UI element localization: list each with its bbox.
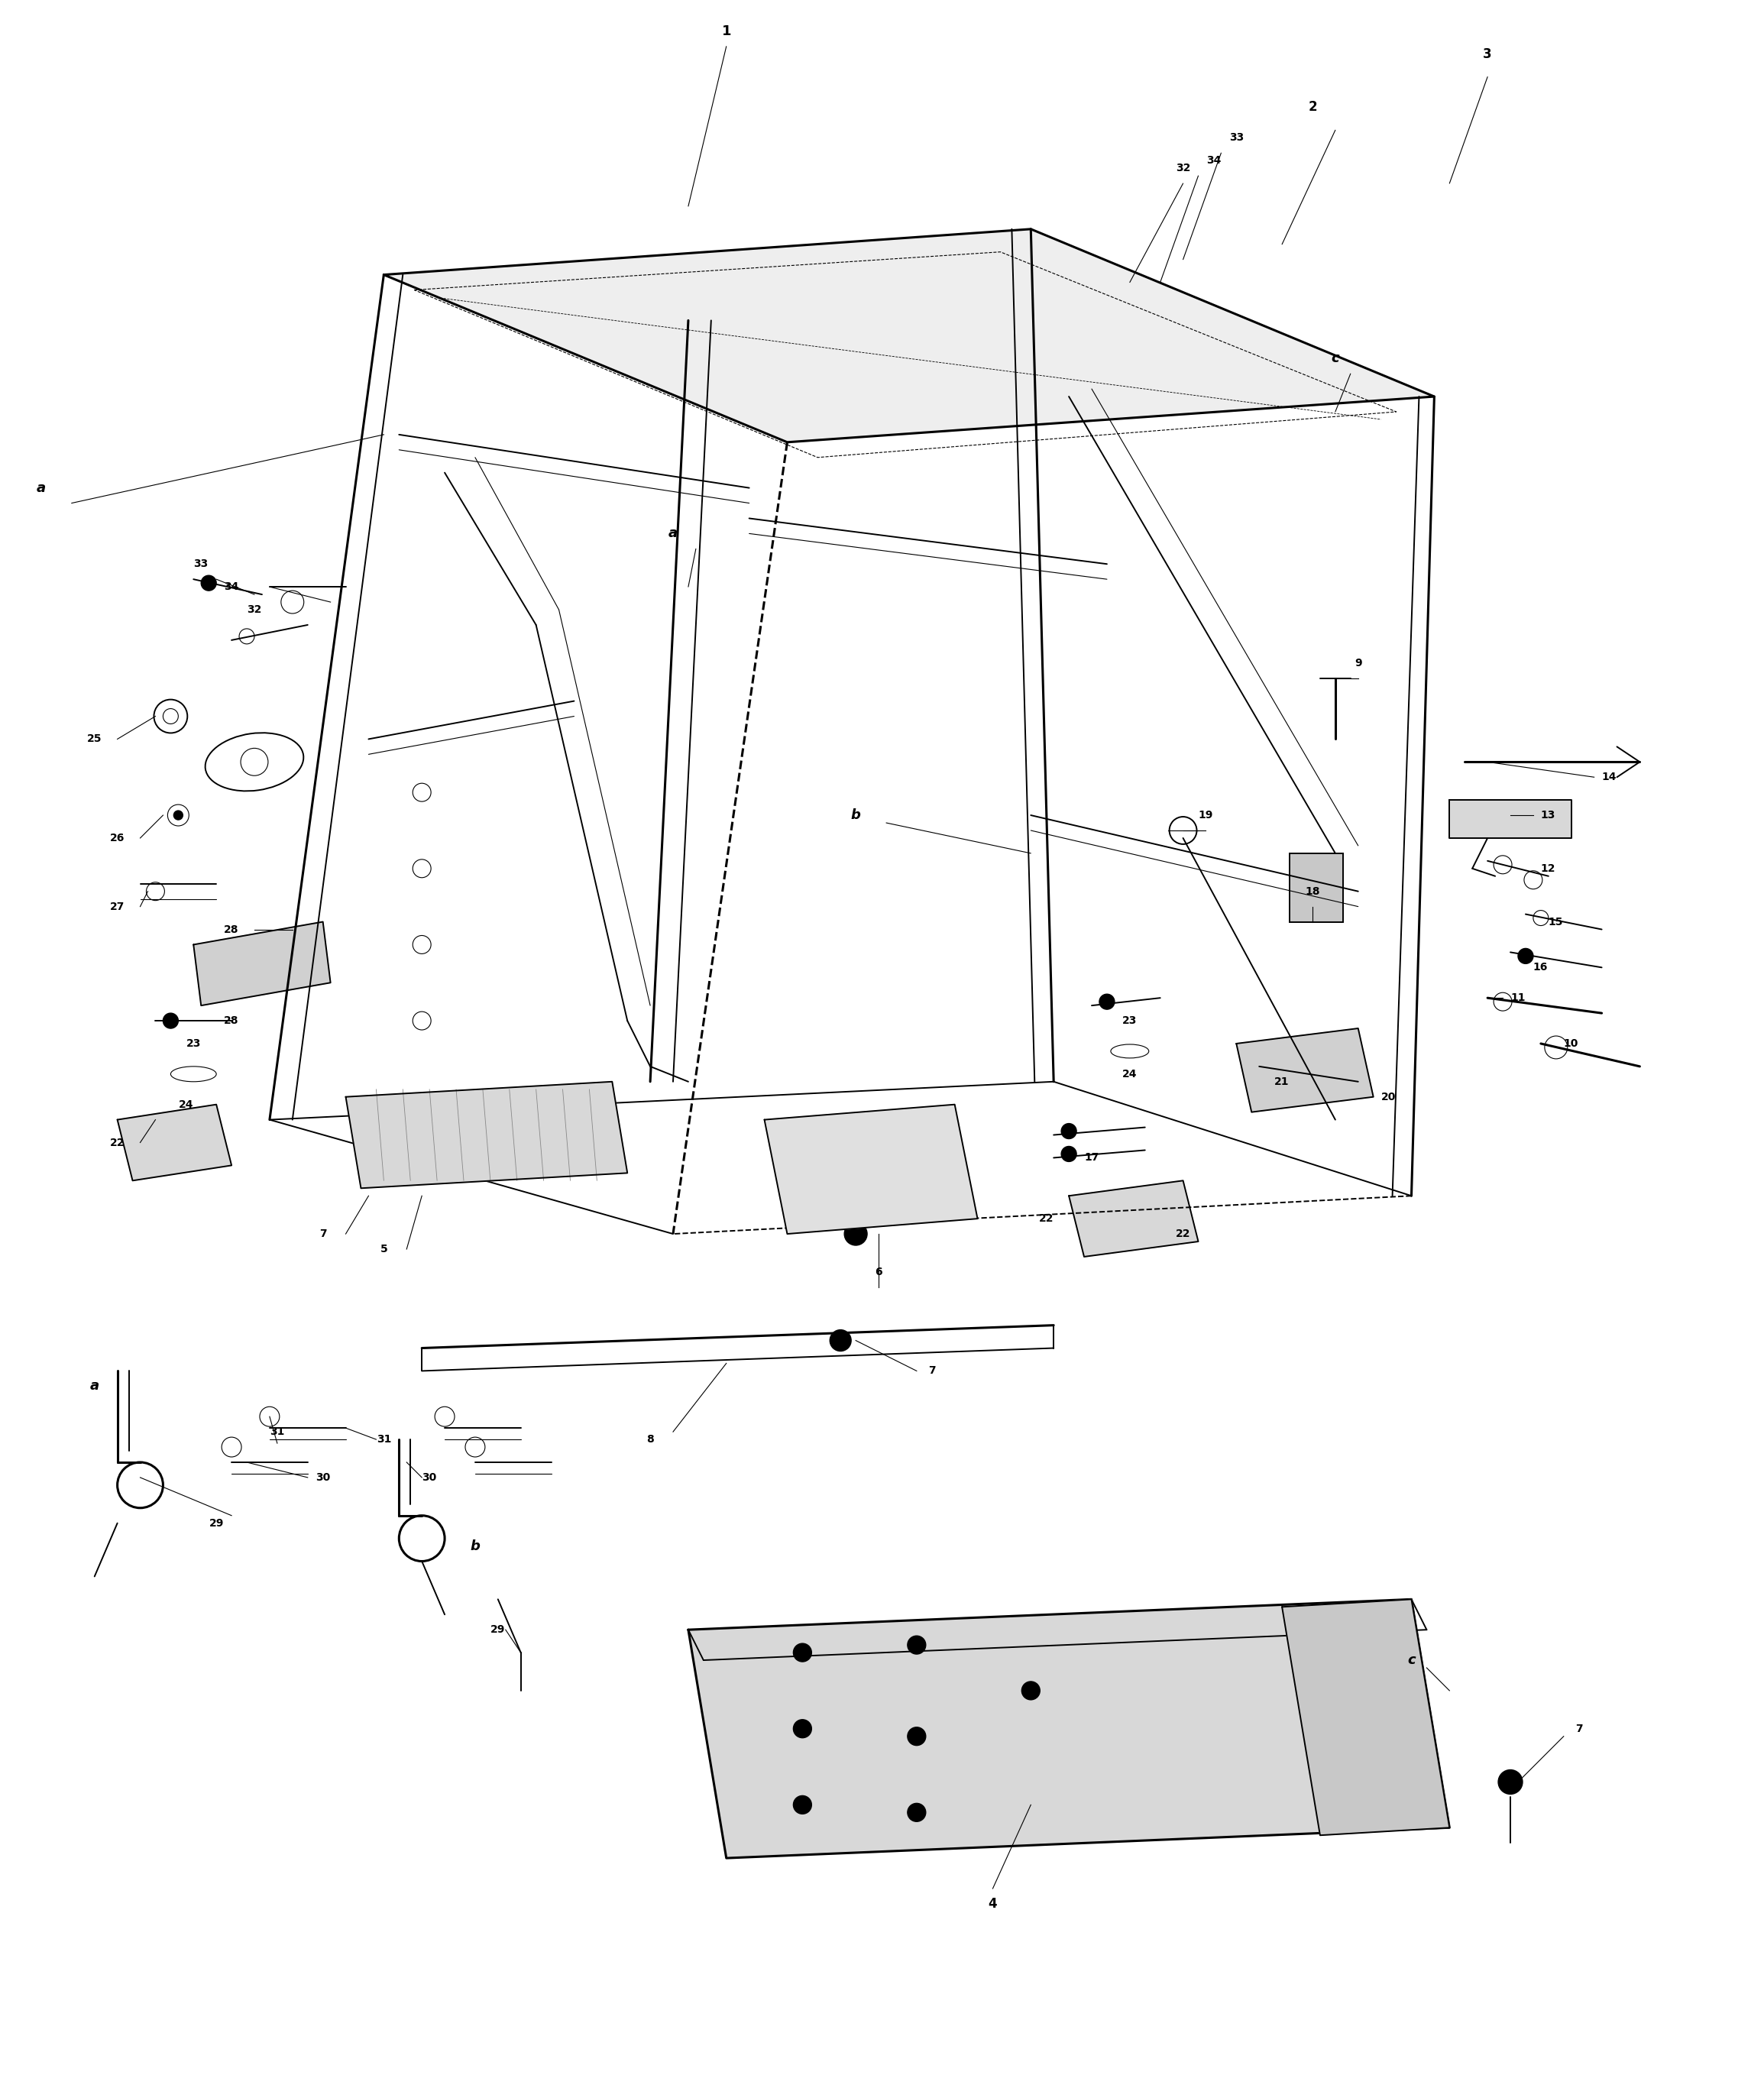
Ellipse shape (1111, 1044, 1148, 1058)
Text: 4: 4 (988, 1897, 997, 1911)
Text: 28: 28 (224, 923, 238, 934)
Text: 29: 29 (490, 1625, 505, 1635)
Polygon shape (1450, 801, 1572, 838)
Text: 33: 33 (194, 558, 208, 569)
Text: c: c (1408, 1654, 1415, 1666)
Text: 18: 18 (1305, 886, 1319, 896)
Text: 3: 3 (1484, 48, 1492, 60)
Circle shape (1021, 1681, 1041, 1699)
Text: 28: 28 (224, 1015, 238, 1027)
Polygon shape (118, 1104, 231, 1181)
Text: 24: 24 (1122, 1069, 1138, 1079)
Text: 30: 30 (422, 1471, 437, 1484)
Polygon shape (1069, 1181, 1198, 1257)
Circle shape (162, 1013, 178, 1029)
Text: 34: 34 (224, 581, 238, 591)
Text: 21: 21 (1275, 1077, 1289, 1087)
Text: 32: 32 (247, 604, 261, 614)
Circle shape (907, 1635, 926, 1654)
Text: 22: 22 (1039, 1214, 1053, 1224)
Polygon shape (688, 1600, 1450, 1857)
Text: 2: 2 (1309, 100, 1318, 114)
Text: b: b (850, 809, 861, 822)
Ellipse shape (171, 1067, 217, 1081)
Text: 10: 10 (1563, 1038, 1579, 1050)
Ellipse shape (205, 732, 303, 791)
Circle shape (1267, 1062, 1282, 1077)
Circle shape (1099, 994, 1115, 1008)
Circle shape (845, 1222, 868, 1245)
Text: 19: 19 (1198, 809, 1214, 820)
Text: 14: 14 (1602, 772, 1616, 782)
Text: 22: 22 (109, 1137, 125, 1147)
Text: 23: 23 (1122, 1015, 1138, 1027)
Text: 15: 15 (1549, 917, 1563, 928)
Text: 32: 32 (1175, 162, 1191, 174)
Polygon shape (764, 1104, 977, 1235)
Text: 7: 7 (1575, 1724, 1582, 1735)
Polygon shape (346, 1081, 628, 1189)
Text: 7: 7 (928, 1365, 935, 1376)
Text: 7: 7 (319, 1228, 326, 1239)
Text: 30: 30 (316, 1471, 330, 1484)
Text: b: b (471, 1540, 480, 1552)
Text: 27: 27 (109, 901, 125, 911)
Circle shape (794, 1720, 811, 1739)
Circle shape (173, 811, 183, 820)
Polygon shape (1282, 1600, 1450, 1834)
Text: 12: 12 (1540, 863, 1556, 874)
Text: 9: 9 (1355, 658, 1362, 668)
Text: c: c (1332, 351, 1339, 365)
Text: 29: 29 (208, 1517, 224, 1529)
Text: 17: 17 (1085, 1152, 1099, 1164)
Text: 22: 22 (1175, 1228, 1191, 1239)
Circle shape (829, 1330, 852, 1351)
Text: 34: 34 (1207, 156, 1221, 166)
FancyBboxPatch shape (1289, 853, 1342, 921)
Circle shape (907, 1726, 926, 1745)
Polygon shape (385, 228, 1434, 442)
Text: 16: 16 (1533, 963, 1549, 973)
Text: 1: 1 (721, 25, 730, 37)
Circle shape (794, 1795, 811, 1814)
Text: 11: 11 (1510, 992, 1526, 1004)
Text: 31: 31 (376, 1434, 392, 1444)
Text: 26: 26 (109, 832, 125, 842)
Text: 20: 20 (1381, 1091, 1395, 1102)
Circle shape (1062, 1145, 1076, 1162)
Text: 13: 13 (1540, 809, 1556, 820)
Circle shape (907, 1803, 926, 1822)
Circle shape (1519, 948, 1533, 963)
Polygon shape (194, 921, 330, 1006)
Text: a: a (37, 481, 46, 494)
Circle shape (794, 1643, 811, 1662)
Text: a: a (90, 1380, 99, 1392)
Text: 23: 23 (185, 1038, 201, 1050)
Text: 24: 24 (178, 1100, 194, 1110)
Text: 8: 8 (646, 1434, 654, 1444)
Circle shape (1498, 1770, 1522, 1795)
Polygon shape (1237, 1029, 1374, 1112)
Text: 25: 25 (86, 735, 102, 745)
Text: 6: 6 (875, 1266, 882, 1278)
Circle shape (201, 575, 217, 591)
Circle shape (1062, 1123, 1076, 1139)
Text: 5: 5 (379, 1243, 388, 1255)
Text: 31: 31 (270, 1426, 284, 1438)
Text: a: a (669, 527, 677, 540)
Text: 33: 33 (1230, 133, 1244, 143)
